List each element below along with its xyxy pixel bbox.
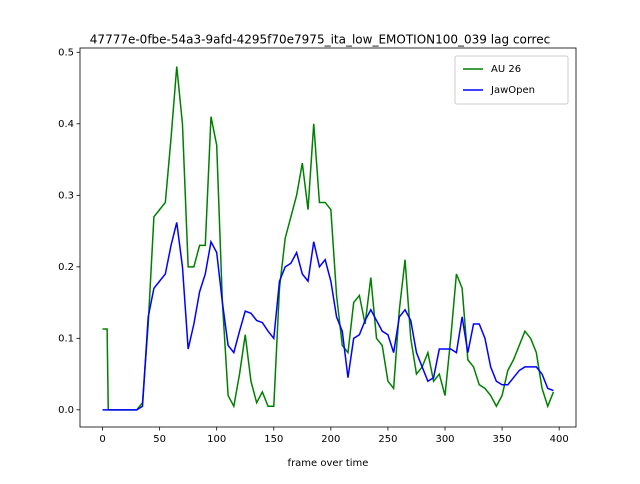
y-tick-label: 0.0 (58, 405, 74, 416)
legend-label: AU 26 (491, 64, 521, 75)
y-tick-label: 0.3 (58, 190, 74, 201)
x-tick-label: 100 (207, 434, 226, 445)
data-line (102, 66, 555, 411)
x-tick-label: 0 (99, 434, 105, 445)
x-axis-label: frame over time (288, 458, 369, 469)
y-tick-label: 0.4 (58, 119, 74, 130)
legend-box (454, 55, 569, 105)
data-line (102, 222, 554, 411)
x-tick-label: 150 (264, 434, 283, 445)
legend-label: JawOpen (490, 85, 535, 96)
legend: AU 26 JawOpen (454, 55, 569, 105)
x-tick-label: 400 (550, 434, 569, 445)
x-tick-label: 350 (493, 434, 512, 445)
x-tick-label: 250 (378, 434, 397, 445)
plot-frame (79, 47, 577, 428)
x-tick-label: 200 (321, 434, 340, 445)
x-tick-label: 50 (153, 434, 166, 445)
x-tick-label: 300 (435, 434, 454, 445)
chart-title: 47777e-0fbe-54a3-9afd-4295f70e7975_ita_l… (90, 33, 550, 47)
y-tick-label: 0.1 (58, 333, 74, 344)
y-tick-label: 0.5 (58, 47, 74, 58)
y-tick-label: 0.2 (58, 262, 74, 273)
